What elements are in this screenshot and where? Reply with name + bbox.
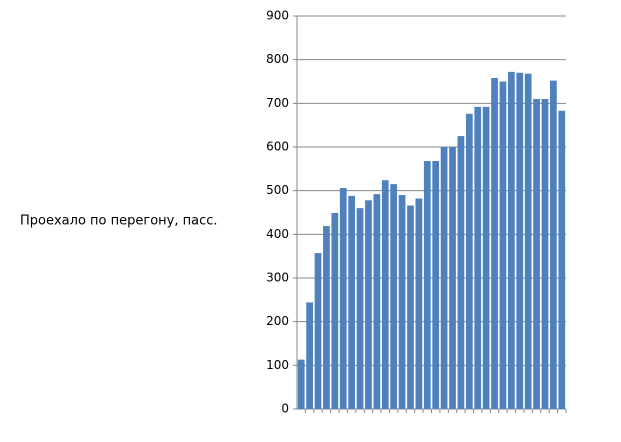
y-tick-label: 800 xyxy=(266,52,289,66)
bar xyxy=(449,147,456,409)
bar xyxy=(415,198,423,409)
y-tick-label: 300 xyxy=(266,271,289,285)
bar xyxy=(381,180,389,409)
bar xyxy=(499,81,507,409)
bar xyxy=(474,106,482,410)
y-tick-label: 100 xyxy=(266,358,289,372)
bar xyxy=(432,160,440,409)
bar xyxy=(457,136,465,410)
y-tick-label: 200 xyxy=(266,314,289,328)
bar xyxy=(356,208,364,409)
bar xyxy=(482,106,490,410)
bar xyxy=(440,147,448,409)
bar xyxy=(533,98,540,409)
bar xyxy=(323,226,330,409)
bar xyxy=(314,253,322,409)
bar xyxy=(348,195,356,409)
bar xyxy=(465,113,473,410)
bar xyxy=(373,194,381,409)
bar xyxy=(541,98,549,409)
bar xyxy=(507,71,515,409)
bar xyxy=(306,302,313,409)
bar xyxy=(331,212,339,409)
bar xyxy=(516,72,524,410)
y-tick-label: 0 xyxy=(281,402,289,416)
bar xyxy=(407,205,414,409)
y-tick-label: 700 xyxy=(266,96,289,110)
bar xyxy=(297,359,305,409)
y-axis-label: Проехало по перегону, пасс. xyxy=(20,214,218,229)
bar xyxy=(550,80,557,410)
bar xyxy=(491,78,498,410)
bar xyxy=(423,160,431,409)
y-tick-label: 400 xyxy=(266,227,289,241)
bar xyxy=(339,188,347,409)
y-tick-label: 600 xyxy=(266,140,289,154)
bar xyxy=(398,195,406,409)
y-tick-label: 900 xyxy=(266,9,289,23)
y-tick-label: 500 xyxy=(266,183,289,197)
bar xyxy=(365,200,372,409)
bar xyxy=(524,73,532,409)
bar xyxy=(390,184,398,409)
bar xyxy=(558,110,566,410)
